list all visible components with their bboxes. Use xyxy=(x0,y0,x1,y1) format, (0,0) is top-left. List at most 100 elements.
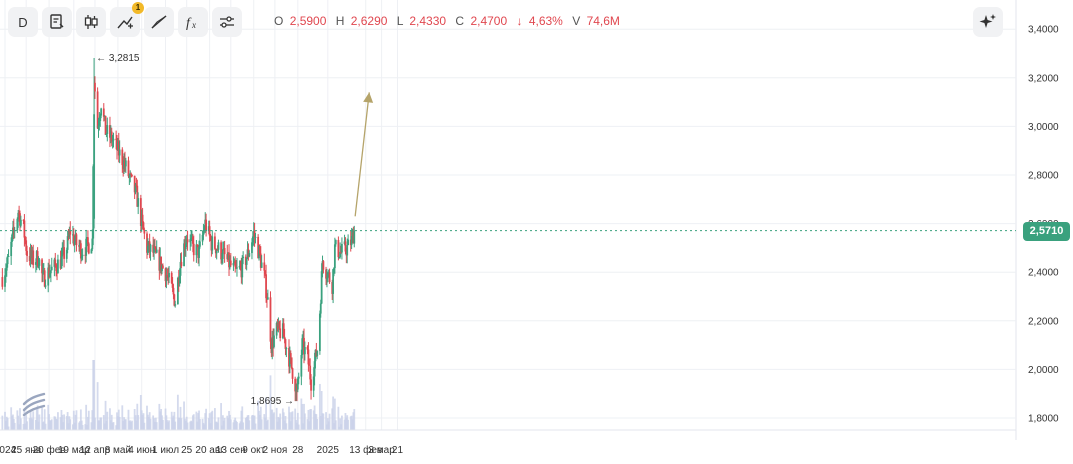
svg-text:x: x xyxy=(191,20,196,30)
candle-body xyxy=(322,261,325,270)
volume-bar xyxy=(220,403,222,430)
volume-bar xyxy=(85,404,88,430)
volume-bar xyxy=(285,423,288,430)
candle-body xyxy=(282,323,285,337)
x-tick-label: 2025 xyxy=(317,445,340,456)
candle-body xyxy=(208,226,211,236)
candle-body xyxy=(232,263,235,266)
x-tick-label: 1 июл xyxy=(152,445,179,456)
candle-body xyxy=(344,241,347,252)
candle-body xyxy=(22,219,25,221)
candle-body xyxy=(253,230,256,238)
candle-body xyxy=(275,322,278,336)
change-percent: 4,63% xyxy=(528,14,563,28)
candle-body xyxy=(278,321,281,329)
settings-button[interactable] xyxy=(212,7,242,37)
candle-body xyxy=(38,259,41,266)
volume-bar xyxy=(334,420,337,430)
volume-bar xyxy=(341,415,343,430)
candle-body xyxy=(164,268,167,282)
candle-body xyxy=(326,273,329,279)
volume-bar xyxy=(81,425,84,430)
volume-bar xyxy=(17,415,20,430)
candle-body xyxy=(90,249,93,254)
candle-body xyxy=(43,270,46,287)
drawing-tools-button[interactable] xyxy=(144,7,174,37)
volume-bar xyxy=(100,417,103,430)
candle-body xyxy=(350,236,353,246)
interval-button[interactable]: D xyxy=(8,7,38,37)
candle-body xyxy=(309,365,312,380)
candle-body xyxy=(325,269,327,279)
x-tick-label: 20 фев xyxy=(33,444,66,456)
candle-body xyxy=(191,237,194,244)
volume-bar xyxy=(328,413,331,430)
candle-body xyxy=(248,253,251,257)
x-tick-label: 9 окт xyxy=(242,445,265,456)
candle-body xyxy=(190,238,193,240)
volume-bar xyxy=(288,412,291,430)
candle-body xyxy=(209,235,212,239)
candle-body xyxy=(300,355,303,377)
volume-bar xyxy=(69,419,72,430)
volume-bar xyxy=(19,418,22,430)
candle-body xyxy=(121,149,124,166)
candle-body xyxy=(301,338,304,356)
candle-body xyxy=(106,125,109,134)
arrow-line[interactable] xyxy=(354,92,370,217)
candle-body xyxy=(99,115,102,122)
candle-body xyxy=(80,256,83,259)
indicators-button[interactable]: 1 xyxy=(110,2,144,37)
ai-assistant-button[interactable] xyxy=(973,7,1003,37)
grid xyxy=(0,0,1017,440)
candles-button[interactable] xyxy=(76,7,106,37)
candle-body xyxy=(96,91,99,129)
volume-bar xyxy=(339,418,342,430)
indicator-add-icon xyxy=(117,16,133,29)
volume-label: V xyxy=(572,14,581,28)
candle-body xyxy=(245,258,248,265)
arrow-head[interactable] xyxy=(363,92,374,103)
trend-line-icon xyxy=(151,15,167,29)
high-value: 2,6290 xyxy=(350,14,388,28)
trend-arrow[interactable] xyxy=(354,92,374,217)
chart-settings-icon xyxy=(50,14,64,29)
candle-body xyxy=(32,250,35,265)
candle-body xyxy=(94,82,96,92)
volume-bar xyxy=(279,413,282,430)
candle-body xyxy=(211,236,214,251)
volume-bar xyxy=(316,418,319,430)
candle-body xyxy=(223,248,226,255)
candle-body xyxy=(5,264,8,271)
candle-body xyxy=(337,240,340,258)
candle-body xyxy=(91,238,94,250)
candle-body xyxy=(36,251,39,267)
candle-body xyxy=(154,247,156,249)
volume-bar xyxy=(121,405,124,430)
candle-body xyxy=(72,234,75,245)
chart-type-button[interactable] xyxy=(42,7,72,37)
candle-body xyxy=(216,249,219,251)
volume-bars xyxy=(1,360,356,430)
candle-body xyxy=(4,275,6,287)
candle-body xyxy=(318,313,321,352)
candle-body xyxy=(41,259,43,274)
candle-body xyxy=(183,243,185,267)
candle-body xyxy=(146,233,148,253)
volume-bar xyxy=(43,409,46,430)
volume-bar xyxy=(104,400,107,430)
volume-bar xyxy=(310,409,312,430)
candle-body xyxy=(165,275,168,282)
candle-body xyxy=(201,234,204,242)
candle-body xyxy=(247,249,250,257)
volume-bar xyxy=(149,418,152,430)
volume-bar xyxy=(32,411,35,430)
candle-body xyxy=(215,249,218,254)
volume-bar xyxy=(223,417,226,430)
candle-body xyxy=(102,108,105,117)
candle-body xyxy=(130,173,133,175)
